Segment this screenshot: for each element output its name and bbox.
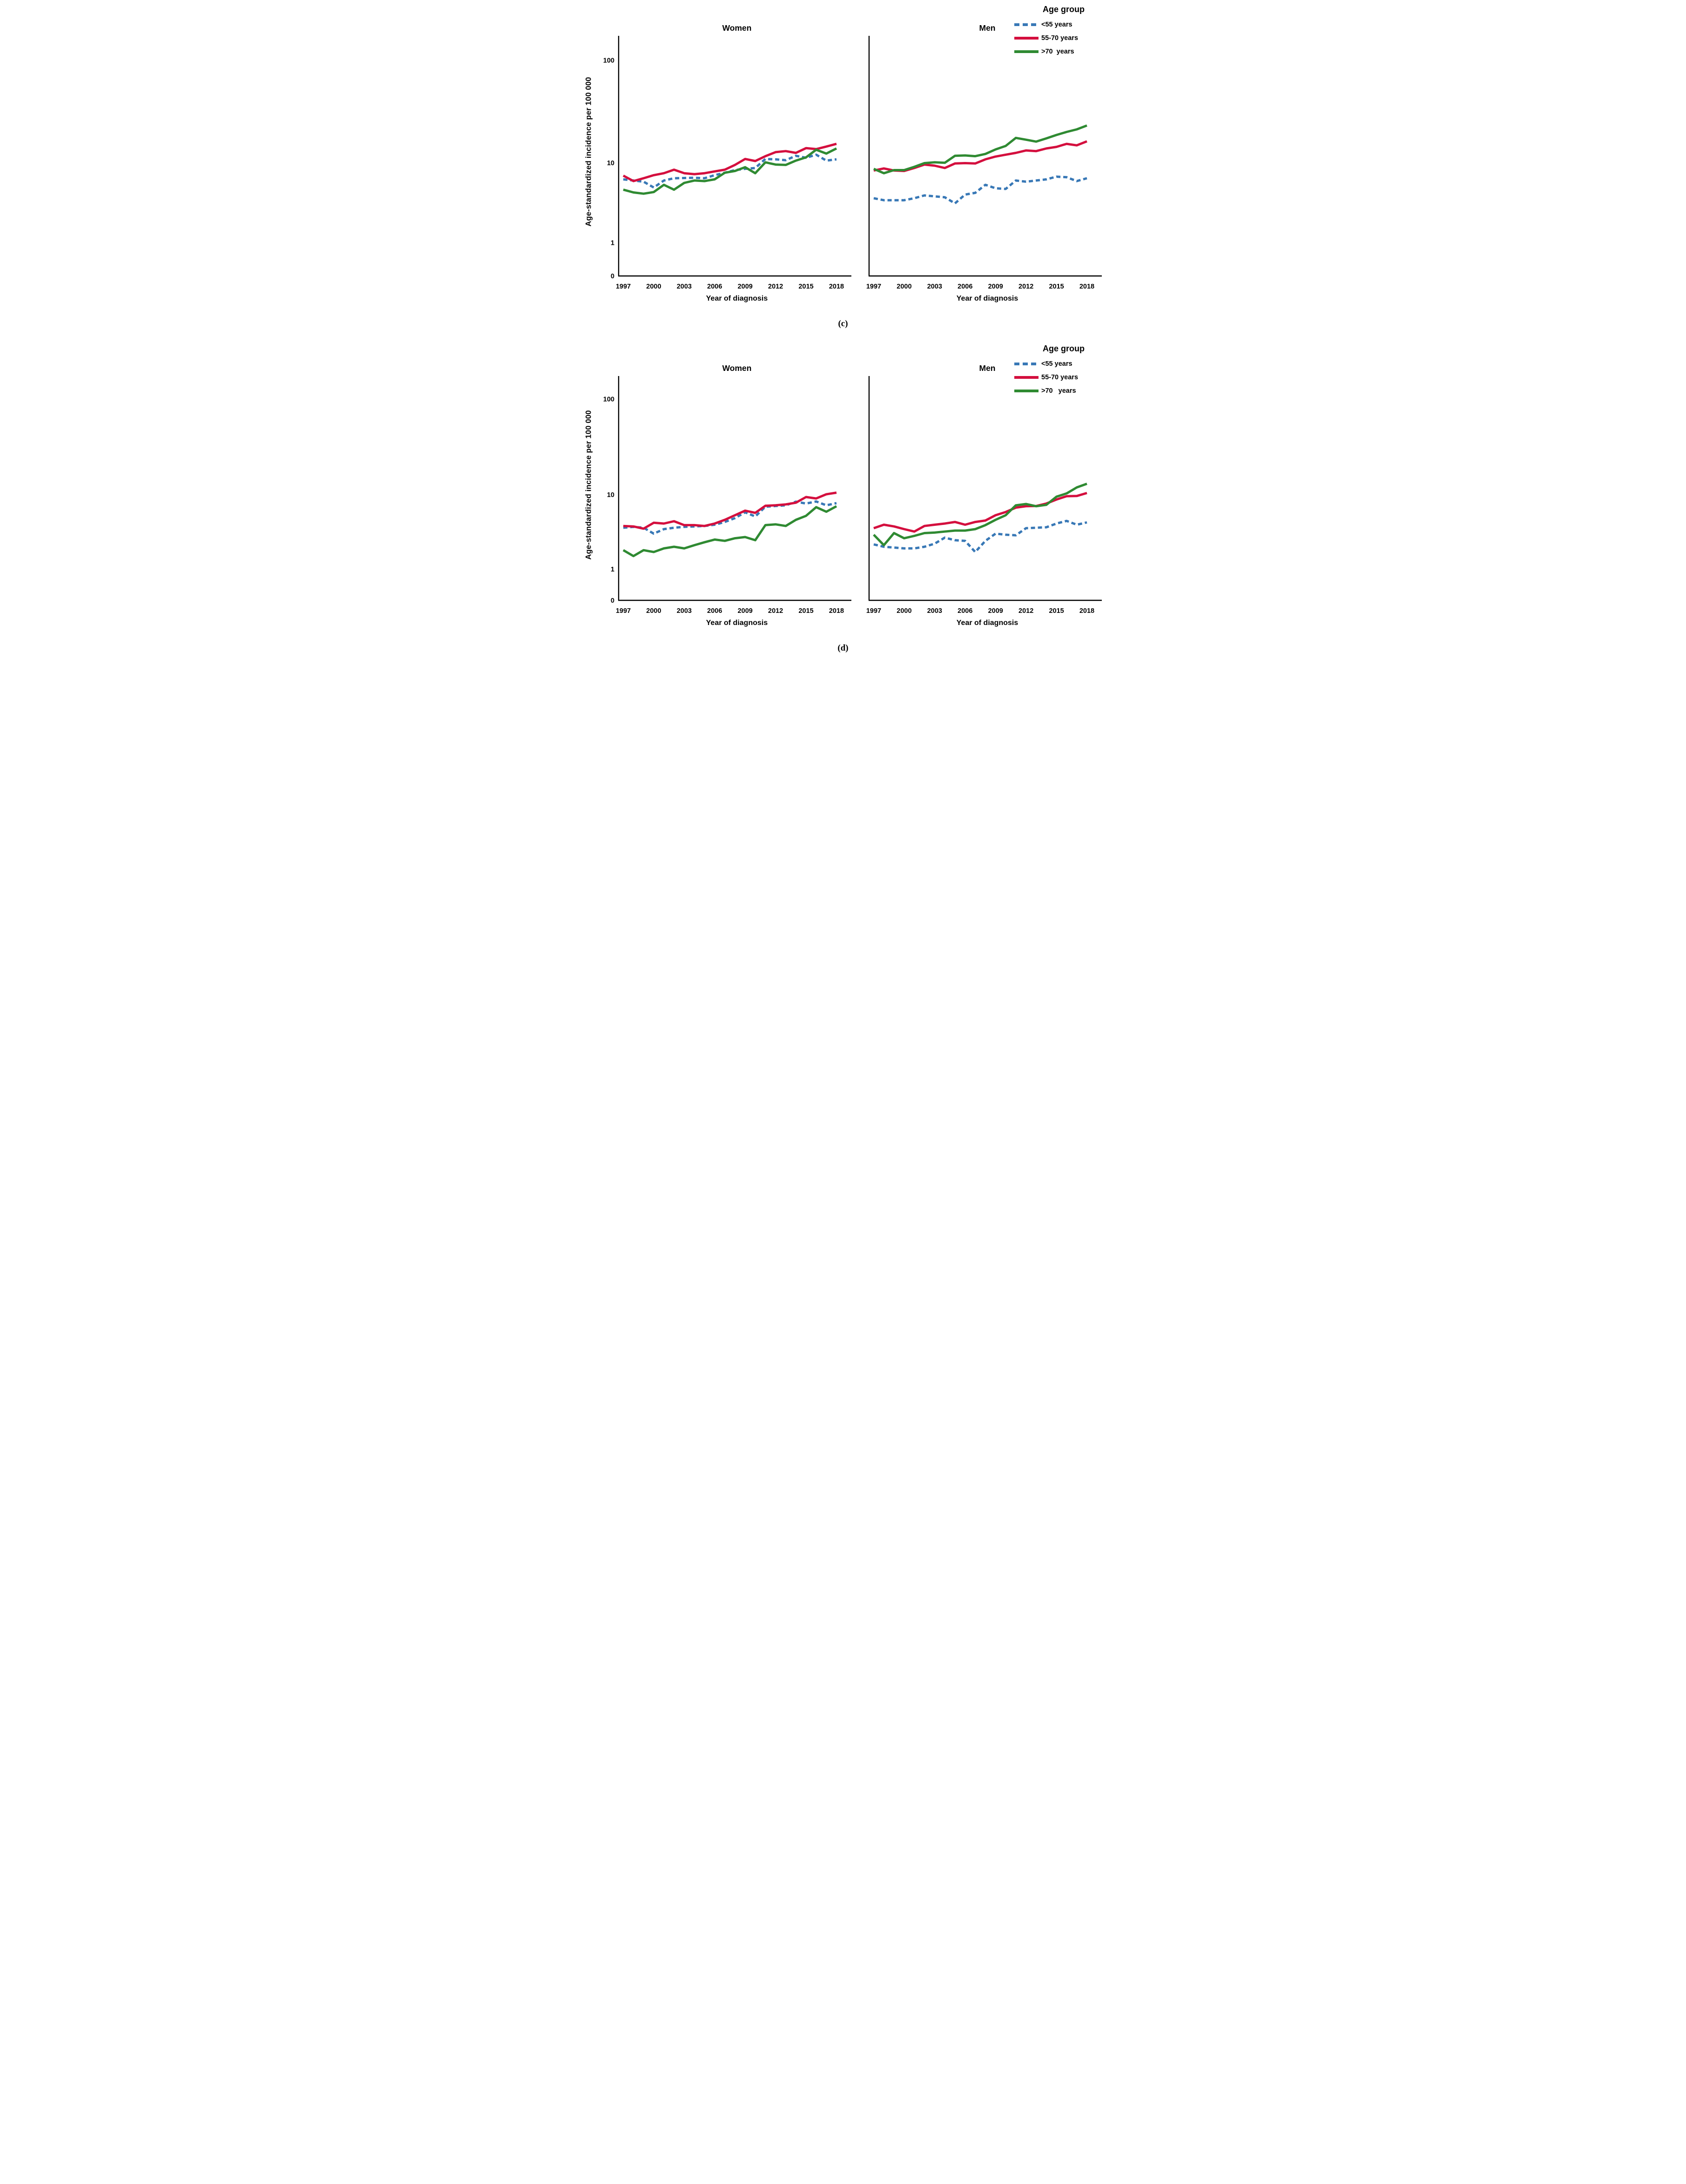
x-tick-label: 2012 [1018,283,1033,290]
legend-item-label: >70 years [1041,48,1074,55]
x-tick-label: 2015 [1049,607,1064,615]
x-tick-label: 2018 [1079,607,1094,615]
x-tick-label: 2006 [707,607,722,615]
panel-c-men: Men 1997 2000 2003 2006 2009 2012 2015 2018 Yea… [862,23,1106,303]
x-tick-label: 2015 [1049,283,1064,290]
figure-d-caption: (d) [837,643,849,653]
x-tick-label: 2012 [768,607,783,615]
series-line-<55-years [873,175,1087,205]
x-tick-label: 2003 [927,607,942,615]
figure-c: Age group <55 years 55-70 years >70 year… [580,2,1106,329]
panel-title: Women [722,23,752,33]
figure-d-panels-row: Age-standardized incidence per 100 000 W… [580,363,1106,627]
x-tick-label: 2000 [646,607,661,615]
x-tick-label: 2009 [738,607,753,615]
y-axis-label: Age-standardized incidence per 100 000 [584,77,593,227]
55-70-solid-line-swatch [1014,37,1039,40]
panel-title: Men [979,23,996,33]
y-tick-label: 10 [607,160,614,167]
legend-item-gt70: >70 years [1014,387,1106,395]
x-tick-label: 2003 [927,283,942,290]
legend-item-55-70: 55-70 years [1014,374,1106,381]
legend-item-lt55: <55 years [1014,21,1106,28]
x-axis-label: Year of diagnosis [956,295,1018,302]
y-tick-label: 10 [607,491,614,499]
x-tick-label: 1997 [616,283,631,290]
x-tick-label: 1997 [616,607,631,615]
x-axis-label: Year of diagnosis [706,619,768,627]
x-axis-label: Year of diagnosis [706,295,768,302]
y-axis-label: Age-standardized incidence per 100 000 [584,410,593,560]
x-axis-label: Year of diagnosis [956,619,1018,627]
legend-item-gt70: >70 years [1014,48,1106,55]
series-line-<55-years [623,500,837,535]
panel-d-women: Women 100 10 1 0 1997 2000 2003 2006 2009 2012 201… [597,363,855,627]
x-tick-label: 1997 [866,607,881,615]
gt70-solid-line-swatch [1014,50,1039,53]
panel-title: Men [979,363,996,373]
x-tick-label: 2009 [738,283,753,290]
panel-c-women: Women 100 10 1 0 1997 2000 2003 2006 2009 2012 201… [597,23,855,303]
x-tick-label: 2000 [897,607,911,615]
x-tick-label: 2012 [768,283,783,290]
series-line->70-years [873,483,1087,546]
panel-d-men: Men 1997 2000 2003 2006 2009 2012 2015 2018 Yea… [862,363,1106,627]
series-line-55-70-years [623,491,837,530]
series-line-55-70-years [622,142,837,182]
y-tick-label: 100 [603,396,614,403]
legend-item-label: 55-70 years [1041,374,1079,381]
x-tick-label: 2000 [646,283,661,290]
figure-c-caption: (c) [838,319,848,329]
figure-page: Age group <55 years 55-70 years >70 year… [573,0,1113,667]
series-line-<55-years [873,519,1087,553]
x-tick-label: 2006 [958,607,972,615]
x-tick-label: 2018 [829,283,844,290]
legend-d: Age group <55 years 55-70 years >70 year… [1014,344,1106,401]
series-line->70-years [873,124,1087,175]
legend-title: Age group [1043,344,1085,353]
line-chart-c-men: 1997 2000 2003 2006 2009 2012 2015 2018 [866,36,1102,290]
legend-item-label: >70 years [1041,387,1076,395]
lt55-dashed-line-swatch [1014,363,1039,365]
legend-title: Age group [1043,5,1085,14]
x-tick-label: 2000 [897,283,911,290]
figure-d: Age group <55 years 55-70 years >70 year… [580,336,1106,653]
lt55-dashed-line-swatch [1014,23,1039,26]
x-tick-label: 2009 [988,607,1003,615]
legend-c: Age group <55 years 55-70 years >70 year… [1014,5,1106,61]
panel-title: Women [722,363,752,373]
y-axis-label-gutter: Age-standardized incidence per 100 000 [580,23,597,303]
legend-item-label: 55-70 years [1041,34,1079,42]
x-tick-label: 2018 [1079,283,1094,290]
legend-item-lt55: <55 years [1014,360,1106,368]
series-line->70-years [623,147,837,195]
line-chart-d-men: 1997 2000 2003 2006 2009 2012 2015 2018 [866,376,1102,615]
y-tick-label: 1 [611,566,614,573]
x-tick-label: 2012 [1018,607,1033,615]
gt70-solid-line-swatch [1014,390,1039,392]
legend-item-label: <55 years [1041,21,1072,28]
figure-c-panels-row: Age-standardized incidence per 100 000 W… [580,23,1106,303]
x-tick-label: 2003 [677,607,692,615]
series-line-<55-years [623,153,837,189]
y-tick-label: 1 [611,239,614,247]
x-tick-label: 2009 [988,283,1003,290]
series-line->70-years [622,505,837,558]
x-tick-label: 2006 [958,283,972,290]
x-tick-label: 2018 [829,607,844,615]
legend-item-55-70: 55-70 years [1014,34,1106,42]
x-tick-label: 2015 [798,283,813,290]
x-tick-label: 2006 [707,283,722,290]
y-tick-label: 0 [611,597,614,605]
x-tick-label: 2003 [677,283,692,290]
y-axis-label-gutter: Age-standardized incidence per 100 000 [580,363,597,627]
55-70-solid-line-swatch [1014,376,1039,379]
x-tick-label: 1997 [866,283,881,290]
y-tick-label: 100 [603,57,614,65]
y-tick-label: 0 [611,273,614,280]
legend-item-label: <55 years [1041,360,1072,368]
x-tick-label: 2015 [798,607,813,615]
